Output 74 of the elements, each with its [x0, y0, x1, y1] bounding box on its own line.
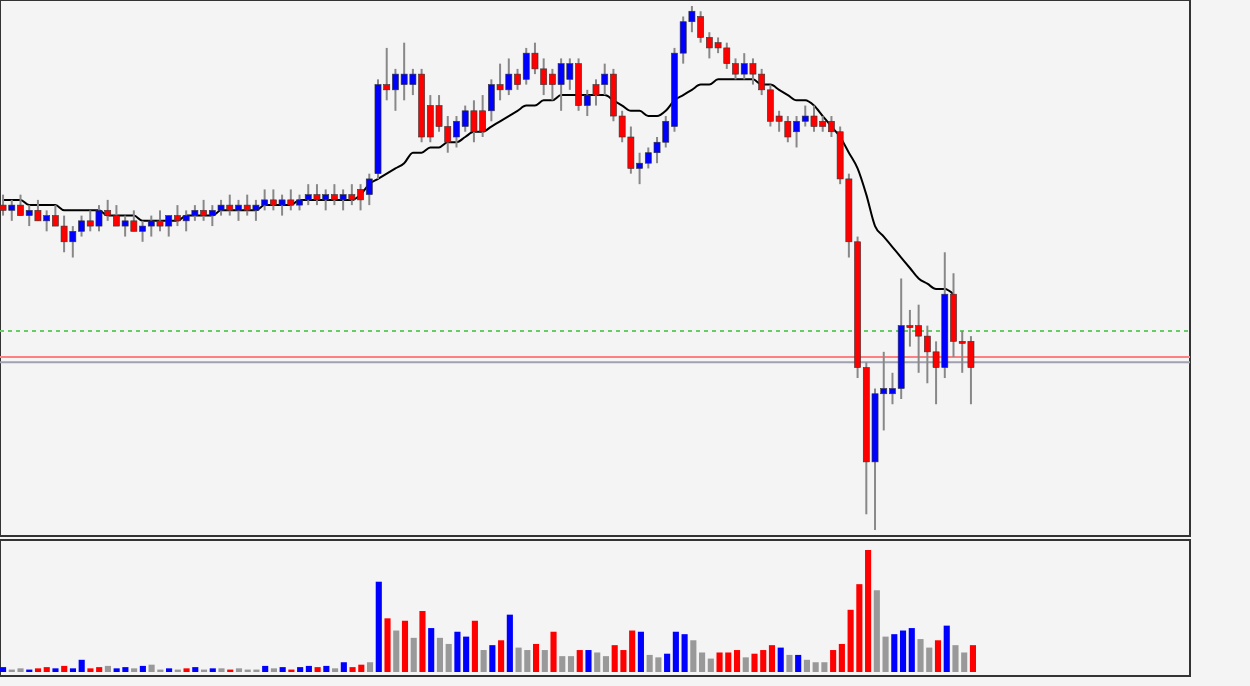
bar	[515, 647, 522, 672]
bar	[419, 611, 426, 672]
bar	[480, 650, 487, 672]
bar	[716, 652, 723, 672]
bar	[908, 628, 915, 672]
bar	[611, 645, 618, 672]
bar	[917, 639, 924, 672]
candlestick	[592, 78, 600, 107]
bar	[751, 653, 758, 672]
bar	[585, 650, 592, 672]
bar	[104, 665, 111, 672]
bar	[401, 620, 409, 672]
bar	[550, 631, 557, 672]
bar	[262, 665, 269, 672]
bar	[410, 637, 417, 672]
bar	[646, 654, 653, 672]
bar	[445, 643, 452, 672]
bar	[139, 665, 146, 672]
bar	[524, 650, 531, 672]
candlestick	[810, 104, 818, 133]
bar	[602, 656, 610, 672]
candlestick	[0, 193, 7, 217]
bar	[952, 645, 959, 672]
bar	[506, 614, 513, 672]
bar	[733, 650, 741, 672]
bar	[777, 647, 784, 672]
bar	[559, 656, 566, 672]
candlestick	[95, 204, 103, 233]
bar	[366, 662, 374, 672]
bar	[830, 650, 837, 672]
candlestick	[967, 335, 975, 406]
bar	[812, 662, 819, 672]
bar	[358, 664, 365, 672]
candlestick	[313, 183, 321, 207]
bar	[655, 657, 662, 672]
bar	[428, 628, 435, 672]
bar	[454, 631, 461, 672]
candlestick	[156, 209, 164, 233]
candlestick	[749, 57, 757, 86]
candlestick	[252, 198, 260, 222]
bar	[594, 652, 601, 672]
bar	[821, 662, 828, 672]
bar	[489, 645, 496, 672]
bar	[899, 630, 907, 672]
bar	[384, 618, 391, 672]
bar	[707, 658, 714, 672]
bar	[471, 620, 478, 672]
bar	[375, 581, 382, 672]
bar	[305, 665, 312, 672]
bar	[393, 630, 400, 672]
bar	[576, 650, 583, 672]
bar	[934, 640, 942, 672]
bar	[148, 664, 155, 672]
bar	[969, 645, 976, 672]
bar	[567, 656, 575, 672]
candlestick	[34, 198, 42, 222]
bar	[768, 645, 776, 672]
bar	[891, 634, 898, 672]
bar	[943, 625, 950, 672]
bar	[637, 631, 644, 672]
bar	[795, 654, 802, 672]
bar	[498, 640, 505, 672]
bar	[690, 640, 697, 672]
bar	[61, 665, 68, 672]
bar	[78, 659, 85, 672]
bar	[681, 634, 688, 672]
bar	[742, 657, 749, 672]
bar	[323, 665, 330, 672]
candlestick	[8, 198, 16, 222]
bar	[340, 662, 347, 672]
bar	[786, 654, 793, 672]
candlestick	[365, 172, 373, 207]
bar	[541, 650, 548, 672]
bar	[533, 643, 540, 672]
